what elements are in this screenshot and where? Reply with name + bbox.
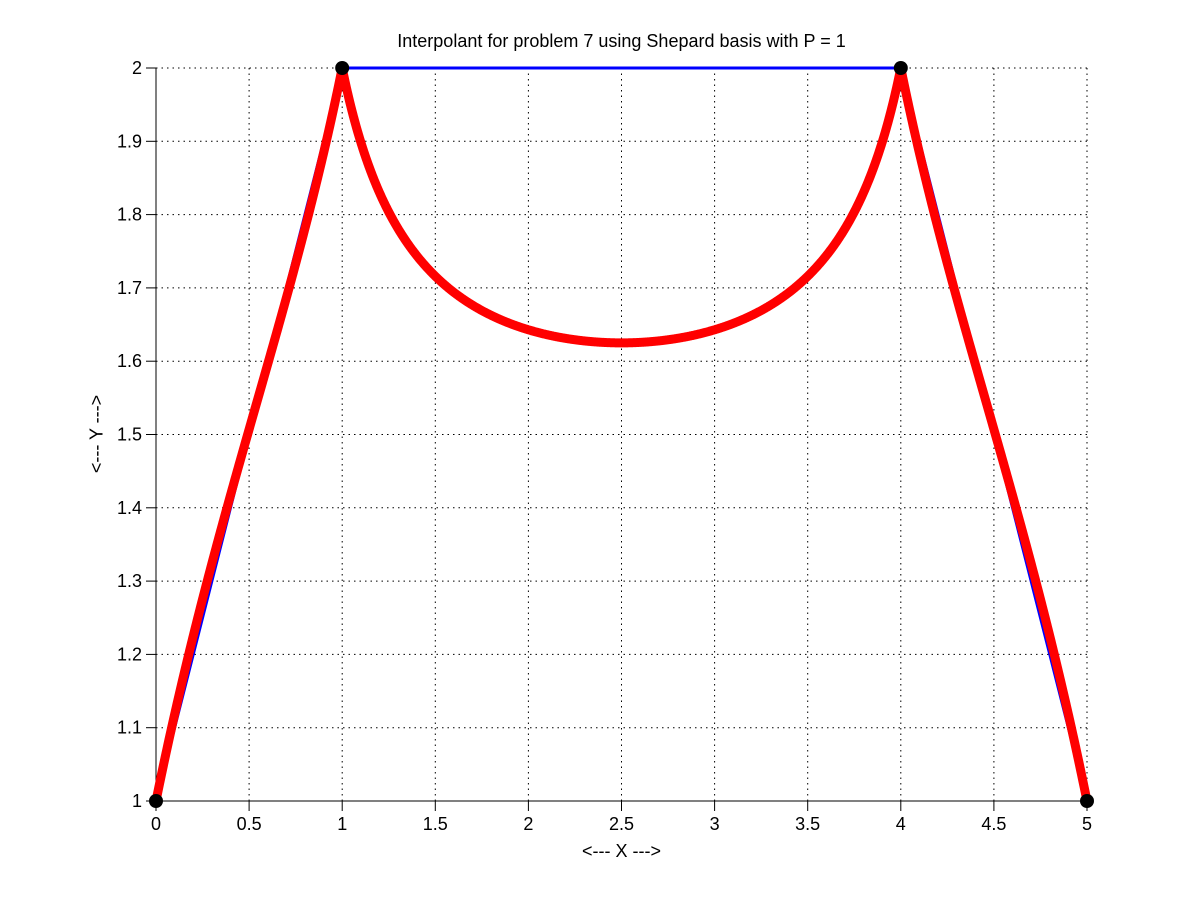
x-tick-label: 0.5	[237, 814, 262, 834]
y-tick-label: 1.5	[117, 425, 142, 445]
x-tick-label: 2	[523, 814, 533, 834]
y-tick-label: 1.2	[117, 644, 142, 664]
data-point-marker	[1080, 794, 1094, 808]
shepard-interpolant-curve	[151, 63, 1092, 806]
data-point-marker	[335, 61, 350, 75]
x-axis-label: <--- X --->	[582, 841, 661, 861]
x-tick-label: 4	[896, 814, 906, 834]
y-tick-label: 1.6	[117, 351, 142, 371]
y-tick-label: 1.8	[117, 205, 142, 225]
y-axis-label: <--- Y --->	[86, 394, 107, 474]
data-point-marker	[893, 61, 908, 75]
x-tick-label: 3	[710, 814, 720, 834]
x-tick-label: 1.5	[423, 814, 448, 834]
piecewise-linear-interpolant-line	[154, 66, 1089, 802]
x-tick-label: 0	[151, 814, 161, 834]
y-tick-label: 1.7	[117, 278, 142, 298]
y-tick-label: 2	[132, 58, 142, 78]
x-tick-label: 2.5	[609, 814, 634, 834]
x-tick-label: 1	[337, 814, 347, 834]
y-tick-label: 1.3	[117, 571, 142, 591]
data-point-marker	[149, 794, 163, 808]
chart-title: Interpolant for problem 7 using Shepard …	[397, 31, 846, 51]
y-tick-label: 1.9	[117, 131, 142, 151]
x-tick-label: 5	[1082, 814, 1092, 834]
x-tick-label: 4.5	[981, 814, 1006, 834]
x-tick-label: 3.5	[795, 814, 820, 834]
y-tick-label: 1.4	[117, 498, 142, 518]
y-tick-label: 1	[132, 791, 142, 811]
y-tick-label: 1.1	[117, 718, 142, 738]
